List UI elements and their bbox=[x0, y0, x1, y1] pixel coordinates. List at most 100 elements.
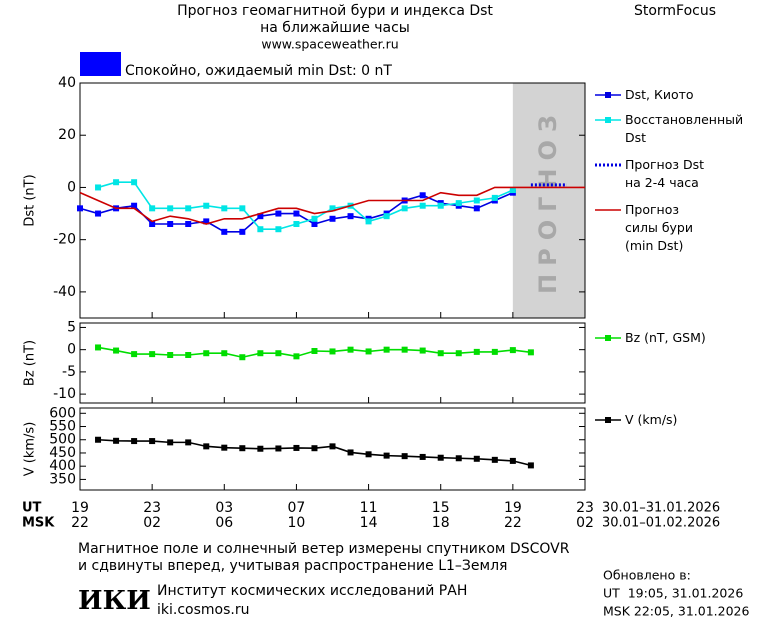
footer-text: Магнитное поле и солнечный ветер измерен… bbox=[78, 541, 570, 557]
series-marker bbox=[437, 350, 444, 357]
forecast-region bbox=[512, 83, 585, 318]
url: www.spaceweather.ru bbox=[261, 37, 398, 52]
y-tick-label: -20 bbox=[53, 232, 76, 248]
series-marker bbox=[311, 215, 318, 222]
series-marker bbox=[221, 205, 228, 212]
series-marker bbox=[149, 205, 156, 212]
series-marker bbox=[113, 179, 120, 186]
x-tick-label-row2: 22 bbox=[504, 515, 522, 531]
legend-label: Dst, Киото bbox=[625, 87, 694, 102]
series-marker bbox=[365, 348, 372, 355]
legend-label: Прогноз силы бури (min Dst) bbox=[625, 202, 693, 253]
title: Прогноз геомагнитной бури и индекса Dst bbox=[177, 3, 493, 19]
x-row-label: MSK bbox=[22, 516, 55, 531]
x-tick-label: 23 bbox=[143, 500, 161, 516]
x-range: 30.01–31.01.2026 bbox=[602, 501, 720, 516]
x-tick-label: 03 bbox=[215, 500, 233, 516]
series-marker bbox=[131, 438, 138, 445]
status-box bbox=[80, 52, 121, 76]
y-tick-label: 5 bbox=[67, 319, 76, 335]
y-axis-title: Bz (nT) bbox=[23, 340, 38, 386]
series-marker bbox=[455, 455, 462, 462]
series-marker bbox=[401, 453, 408, 460]
series-marker bbox=[491, 348, 498, 355]
plot-frame bbox=[79, 82, 586, 319]
series-marker bbox=[185, 205, 192, 212]
y-tick-label: 20 bbox=[58, 127, 76, 143]
x-range: 30.01–01.02.2026 bbox=[602, 516, 720, 531]
x-tick-label-row2: 10 bbox=[288, 515, 306, 531]
series-marker bbox=[203, 443, 210, 450]
series-marker bbox=[347, 449, 354, 456]
series-marker bbox=[221, 350, 228, 357]
series-marker bbox=[275, 350, 282, 357]
series-line bbox=[97, 181, 514, 231]
y-tick-label: 0 bbox=[67, 179, 76, 195]
series-marker bbox=[455, 200, 462, 207]
brand: StormFocus bbox=[634, 3, 716, 19]
y-axis-title: V (km/s) bbox=[23, 422, 38, 477]
series-marker bbox=[491, 456, 498, 463]
x-tick-label: 23 bbox=[576, 500, 594, 516]
series-marker bbox=[473, 205, 480, 212]
x-tick-label: 19 bbox=[71, 500, 89, 516]
series-marker bbox=[527, 462, 534, 469]
x-row-label: UT bbox=[22, 501, 42, 516]
series-marker bbox=[401, 346, 408, 353]
series-marker bbox=[527, 349, 534, 356]
series-marker bbox=[293, 221, 300, 227]
series-marker bbox=[203, 350, 210, 357]
y-tick-label: 0 bbox=[67, 342, 76, 358]
legend-marker bbox=[605, 417, 611, 423]
legend-marker bbox=[605, 335, 611, 341]
series-marker bbox=[329, 443, 336, 450]
y-tick-label: 450 bbox=[49, 445, 76, 461]
series-marker bbox=[185, 221, 192, 227]
series-marker bbox=[419, 453, 426, 460]
legend-marker bbox=[605, 117, 611, 123]
series-marker bbox=[95, 344, 102, 351]
series-marker bbox=[185, 439, 192, 446]
y-axis-title: Dst (nT) bbox=[23, 174, 38, 226]
legend-marker bbox=[605, 92, 611, 98]
series-marker bbox=[347, 346, 354, 353]
series-marker bbox=[401, 205, 408, 212]
series-marker bbox=[293, 210, 300, 217]
series-marker bbox=[203, 202, 210, 209]
y-tick-label: -40 bbox=[53, 284, 76, 300]
series-marker bbox=[239, 205, 246, 212]
legend-label: Bz (nT, GSM) bbox=[625, 330, 706, 345]
series-marker bbox=[131, 202, 138, 209]
y-tick-label: 400 bbox=[49, 458, 76, 474]
series-marker bbox=[293, 353, 300, 360]
series-marker bbox=[275, 226, 282, 233]
x-tick-label-row2: 02 bbox=[143, 515, 161, 531]
y-tick-label: 350 bbox=[49, 471, 76, 487]
series-marker bbox=[131, 351, 138, 358]
series-marker bbox=[365, 451, 372, 458]
logo: ИКИ bbox=[78, 586, 151, 616]
series-line bbox=[97, 438, 532, 467]
y-tick-label: -10 bbox=[53, 386, 76, 402]
series-marker bbox=[95, 184, 102, 191]
series-marker bbox=[113, 437, 120, 444]
series-marker bbox=[383, 213, 390, 220]
series-marker bbox=[239, 445, 246, 452]
site: iki.cosmos.ru bbox=[157, 602, 249, 618]
series-marker bbox=[239, 354, 246, 361]
series-marker bbox=[149, 438, 156, 445]
series-marker bbox=[275, 445, 282, 452]
series-marker bbox=[149, 351, 156, 358]
series-marker bbox=[167, 205, 174, 212]
series-marker bbox=[221, 444, 228, 451]
series-marker bbox=[437, 454, 444, 461]
x-tick-label-row2: 14 bbox=[360, 515, 378, 531]
series-marker bbox=[365, 218, 372, 225]
y-tick-label: -5 bbox=[62, 364, 76, 380]
x-tick-label: 19 bbox=[504, 500, 522, 516]
plot-frame bbox=[79, 407, 586, 491]
title: на ближайшие часы bbox=[260, 20, 410, 36]
series-marker bbox=[491, 194, 498, 201]
x-tick-label: 11 bbox=[360, 500, 378, 516]
